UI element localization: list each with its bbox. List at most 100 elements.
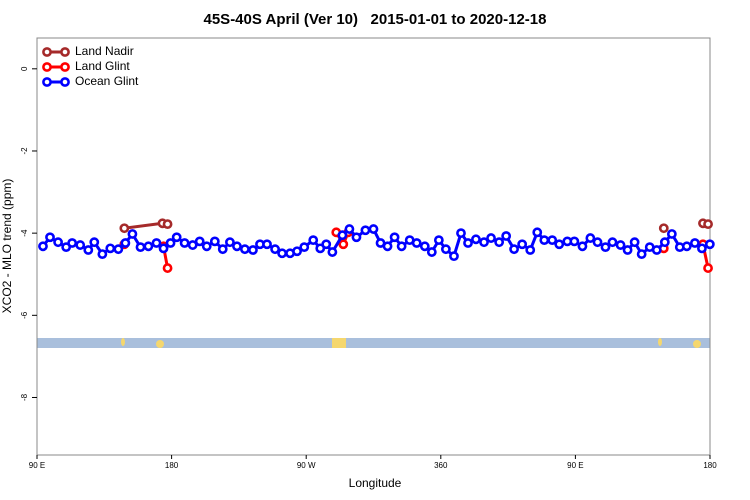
data-point xyxy=(217,244,228,255)
data-point xyxy=(151,238,162,248)
data-point xyxy=(89,237,100,248)
data-point xyxy=(277,248,288,259)
data-point xyxy=(658,223,669,234)
data-point xyxy=(501,231,512,241)
data-point xyxy=(456,228,466,239)
x-tick-label: 360 xyxy=(434,461,448,470)
data-point xyxy=(135,242,146,253)
data-point xyxy=(38,241,48,252)
data-point xyxy=(666,229,677,239)
legend-marker xyxy=(42,77,52,87)
data-point xyxy=(689,238,700,248)
data-point xyxy=(525,245,536,255)
data-point xyxy=(509,244,519,255)
data-point xyxy=(440,244,451,255)
data-point xyxy=(569,236,580,247)
data-point xyxy=(83,245,94,255)
data-point xyxy=(292,246,302,257)
data-point xyxy=(113,244,124,255)
y-tick-label: -8 xyxy=(20,393,29,401)
data-point xyxy=(127,229,138,239)
data-point xyxy=(143,241,154,252)
data-point xyxy=(577,241,588,252)
data-point xyxy=(187,240,198,250)
data-point xyxy=(463,238,473,248)
data-point xyxy=(262,239,272,250)
data-point xyxy=(547,235,558,246)
data-point xyxy=(615,240,626,250)
data-point xyxy=(225,237,235,248)
data-point xyxy=(585,233,596,243)
y-axis-label: XCO2 - MLO trend (ppm) xyxy=(0,179,14,314)
x-tick-label: 180 xyxy=(703,461,717,470)
y-tick-label: -6 xyxy=(20,311,29,319)
data-point xyxy=(681,241,692,252)
data-point xyxy=(327,247,338,257)
data-point xyxy=(194,236,205,247)
data-point xyxy=(368,224,379,234)
data-point xyxy=(517,239,528,250)
data-point xyxy=(209,236,220,247)
data-point xyxy=(53,237,63,248)
data-point xyxy=(703,219,713,230)
data-point xyxy=(351,232,362,243)
data-point xyxy=(162,219,173,230)
data-point xyxy=(248,245,258,255)
data-point xyxy=(479,237,489,248)
data-point xyxy=(651,245,662,255)
legend-marker xyxy=(42,47,52,57)
x-tick-label: 90 E xyxy=(567,461,583,470)
legend-label: Ocean Glint xyxy=(75,74,139,88)
data-point xyxy=(308,235,319,246)
legend-marker xyxy=(60,62,70,72)
data-point xyxy=(270,244,280,255)
data-point xyxy=(158,243,169,254)
x-tick-label: 180 xyxy=(165,461,179,470)
y-tick-label: 0 xyxy=(20,66,29,71)
data-point xyxy=(389,232,400,243)
data-point xyxy=(162,263,173,273)
data-point xyxy=(360,225,371,236)
legend-marker xyxy=(60,77,70,87)
legend-marker xyxy=(42,62,52,72)
data-point xyxy=(697,243,707,254)
data-point xyxy=(75,240,86,250)
data-point xyxy=(171,232,182,243)
data-point xyxy=(449,251,459,262)
data-point xyxy=(338,239,349,250)
data-point xyxy=(411,238,422,248)
data-point xyxy=(629,237,640,248)
data-point xyxy=(539,235,550,246)
data-point xyxy=(704,239,715,250)
data-point xyxy=(45,232,55,243)
x-tick-label: 90 E xyxy=(29,461,45,470)
data-point xyxy=(232,241,242,252)
data-point xyxy=(600,242,611,253)
data-point xyxy=(396,241,407,252)
data-point xyxy=(119,223,130,234)
data-point xyxy=(419,241,430,252)
data-point xyxy=(321,239,332,250)
data-point xyxy=(337,230,348,241)
data-point xyxy=(97,249,108,260)
data-point xyxy=(486,233,496,243)
y-tick-label: -2 xyxy=(20,147,29,155)
data-point xyxy=(433,235,444,246)
x-tick-label: 90 W xyxy=(297,461,316,470)
data-point xyxy=(201,241,212,252)
data-point xyxy=(703,263,713,273)
data-point xyxy=(494,237,505,248)
data-point xyxy=(67,238,78,248)
legend-marker xyxy=(60,47,70,57)
data-point xyxy=(239,244,250,255)
chart-title: 45S-40S April (Ver 10) 2015-01-01 to 202… xyxy=(204,11,547,28)
data-point xyxy=(659,237,670,248)
land-patch xyxy=(332,338,346,348)
data-point xyxy=(105,243,116,254)
data-point xyxy=(471,234,481,245)
data-point xyxy=(622,245,633,255)
ocean-strip xyxy=(37,338,710,348)
data-point xyxy=(344,224,355,234)
land-ocean-strip xyxy=(37,338,710,348)
